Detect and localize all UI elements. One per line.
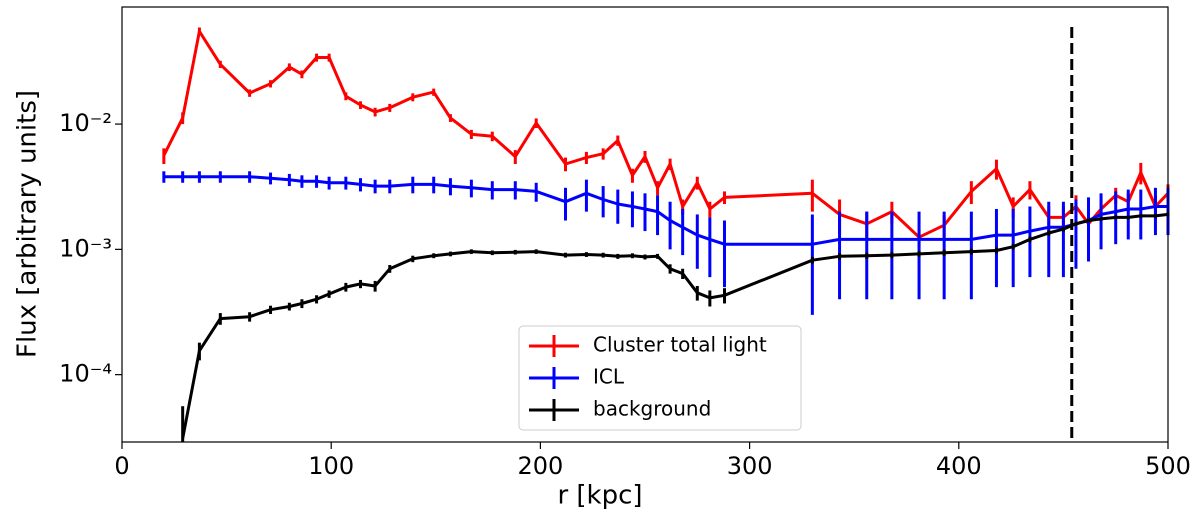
x-tick-label: 200 <box>517 452 563 480</box>
legend-label: ICL <box>593 365 625 389</box>
x-tick-label: 400 <box>936 452 982 480</box>
x-tick-label: 300 <box>727 452 773 480</box>
y-tick-label: 10⁻³ <box>59 234 112 262</box>
y-tick-label: 10⁻⁴ <box>59 360 112 388</box>
x-tick-label: 500 <box>1145 452 1191 480</box>
series-line <box>163 175 1168 246</box>
legend-label: Cluster total light <box>593 333 767 357</box>
y-axis-label: Flux [arbitrary units] <box>13 90 43 358</box>
legend-label: background <box>593 397 711 421</box>
x-tick-label: 0 <box>114 452 129 480</box>
legend-box <box>518 325 802 431</box>
x-tick-label: 100 <box>308 452 354 480</box>
plot-frame <box>121 6 1169 443</box>
series-line <box>181 212 1169 439</box>
x-axis-label: r [kpc] <box>557 481 642 511</box>
series-line <box>162 29 1170 239</box>
y-tick-label: 10⁻² <box>59 109 112 137</box>
